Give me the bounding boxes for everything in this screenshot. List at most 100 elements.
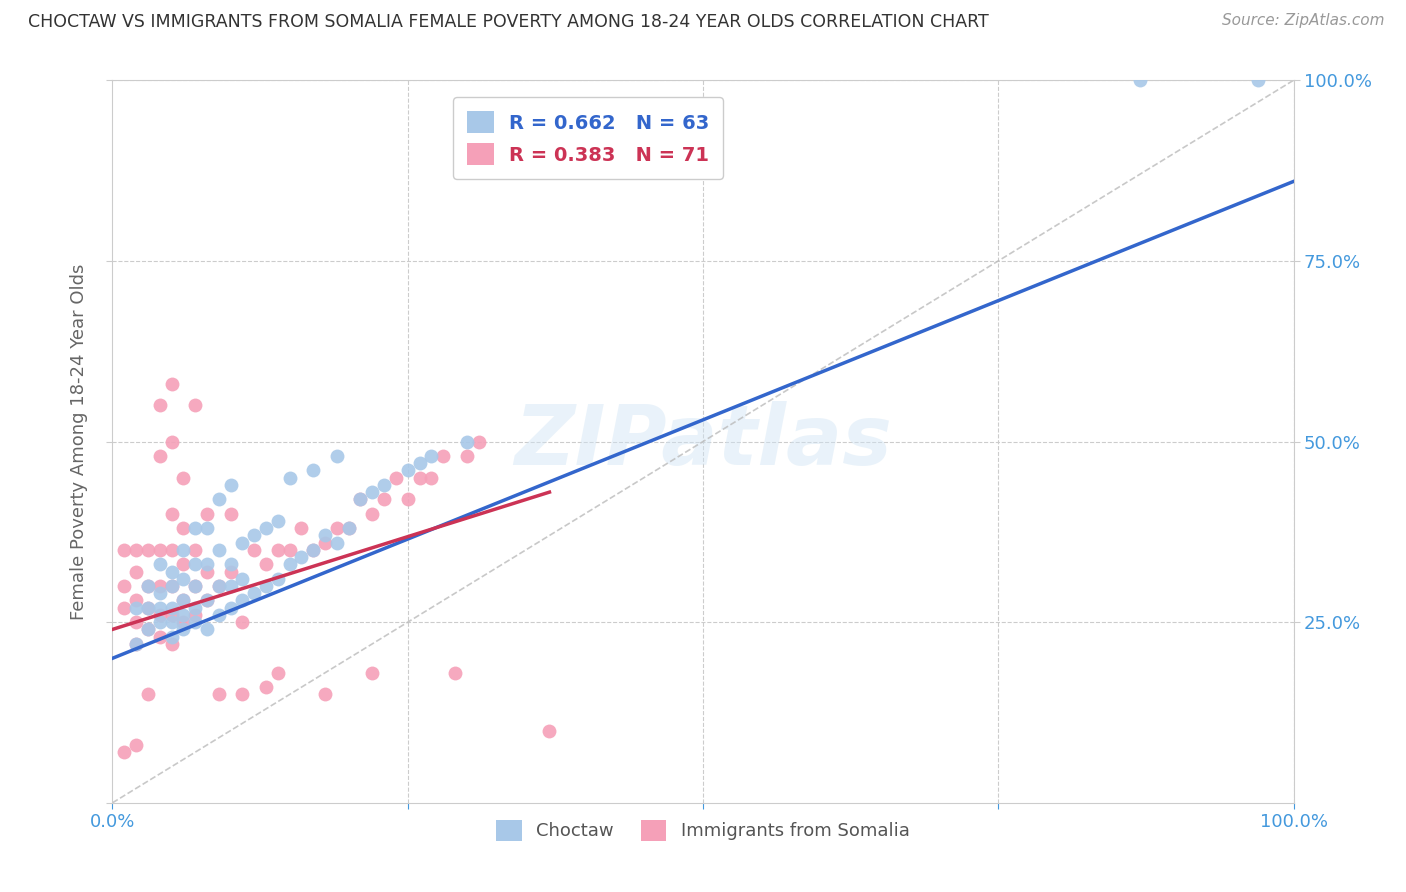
- Point: [149, 600, 172, 615]
- Point: [208, 687, 231, 701]
- Point: [278, 542, 301, 557]
- Point: [149, 398, 172, 412]
- Point: [184, 558, 207, 572]
- Point: [195, 521, 218, 535]
- Point: [160, 434, 183, 449]
- Point: [184, 600, 207, 615]
- Point: [290, 521, 312, 535]
- Point: [184, 579, 207, 593]
- Point: [149, 449, 172, 463]
- Point: [302, 463, 325, 477]
- Point: [219, 565, 242, 579]
- Point: [385, 470, 408, 484]
- Point: [373, 492, 395, 507]
- Point: [1129, 73, 1152, 87]
- Point: [349, 492, 371, 507]
- Point: [136, 600, 159, 615]
- Point: [219, 600, 242, 615]
- Point: [184, 542, 207, 557]
- Point: [326, 535, 349, 549]
- Point: [326, 521, 349, 535]
- Point: [267, 542, 290, 557]
- Point: [231, 572, 253, 586]
- Point: [172, 623, 194, 637]
- Point: [160, 615, 183, 630]
- Point: [112, 579, 135, 593]
- Point: [125, 738, 148, 752]
- Point: [184, 398, 207, 412]
- Point: [302, 542, 325, 557]
- Point: [112, 600, 135, 615]
- Point: [149, 630, 172, 644]
- Point: [396, 463, 419, 477]
- Point: [125, 615, 148, 630]
- Point: [136, 542, 159, 557]
- Point: [219, 558, 242, 572]
- Point: [136, 579, 159, 593]
- Point: [208, 492, 231, 507]
- Point: [195, 623, 218, 637]
- Point: [112, 745, 135, 759]
- Point: [136, 623, 159, 637]
- Point: [231, 615, 253, 630]
- Point: [278, 470, 301, 484]
- Point: [456, 449, 478, 463]
- Point: [125, 637, 148, 651]
- Point: [136, 687, 159, 701]
- Point: [444, 665, 467, 680]
- Point: [160, 579, 183, 593]
- Point: [337, 521, 360, 535]
- Point: [290, 550, 312, 565]
- Point: [208, 542, 231, 557]
- Point: [314, 687, 336, 701]
- Point: [184, 607, 207, 622]
- Legend: Choctaw, Immigrants from Somalia: Choctaw, Immigrants from Somalia: [489, 813, 917, 848]
- Point: [184, 579, 207, 593]
- Point: [195, 558, 218, 572]
- Point: [136, 623, 159, 637]
- Point: [160, 637, 183, 651]
- Point: [361, 507, 384, 521]
- Point: [231, 593, 253, 607]
- Point: [149, 558, 172, 572]
- Point: [254, 680, 277, 694]
- Point: [125, 565, 148, 579]
- Point: [278, 558, 301, 572]
- Point: [125, 542, 148, 557]
- Point: [136, 579, 159, 593]
- Text: CHOCTAW VS IMMIGRANTS FROM SOMALIA FEMALE POVERTY AMONG 18-24 YEAR OLDS CORRELAT: CHOCTAW VS IMMIGRANTS FROM SOMALIA FEMAL…: [28, 13, 988, 31]
- Point: [219, 579, 242, 593]
- Point: [314, 528, 336, 542]
- Point: [243, 528, 266, 542]
- Point: [373, 478, 395, 492]
- Point: [149, 586, 172, 600]
- Point: [219, 478, 242, 492]
- Point: [349, 492, 371, 507]
- Point: [432, 449, 454, 463]
- Point: [112, 542, 135, 557]
- Point: [538, 723, 561, 738]
- Point: [160, 579, 183, 593]
- Point: [267, 665, 290, 680]
- Point: [160, 542, 183, 557]
- Point: [172, 542, 194, 557]
- Y-axis label: Female Poverty Among 18-24 Year Olds: Female Poverty Among 18-24 Year Olds: [70, 263, 89, 620]
- Point: [172, 607, 194, 622]
- Point: [172, 593, 194, 607]
- Point: [420, 470, 443, 484]
- Point: [172, 572, 194, 586]
- Point: [208, 579, 231, 593]
- Point: [195, 593, 218, 607]
- Point: [337, 521, 360, 535]
- Point: [254, 521, 277, 535]
- Point: [172, 558, 194, 572]
- Point: [254, 579, 277, 593]
- Point: [125, 600, 148, 615]
- Point: [160, 376, 183, 391]
- Point: [160, 507, 183, 521]
- Point: [420, 449, 443, 463]
- Point: [160, 630, 183, 644]
- Point: [314, 535, 336, 549]
- Point: [149, 579, 172, 593]
- Point: [208, 607, 231, 622]
